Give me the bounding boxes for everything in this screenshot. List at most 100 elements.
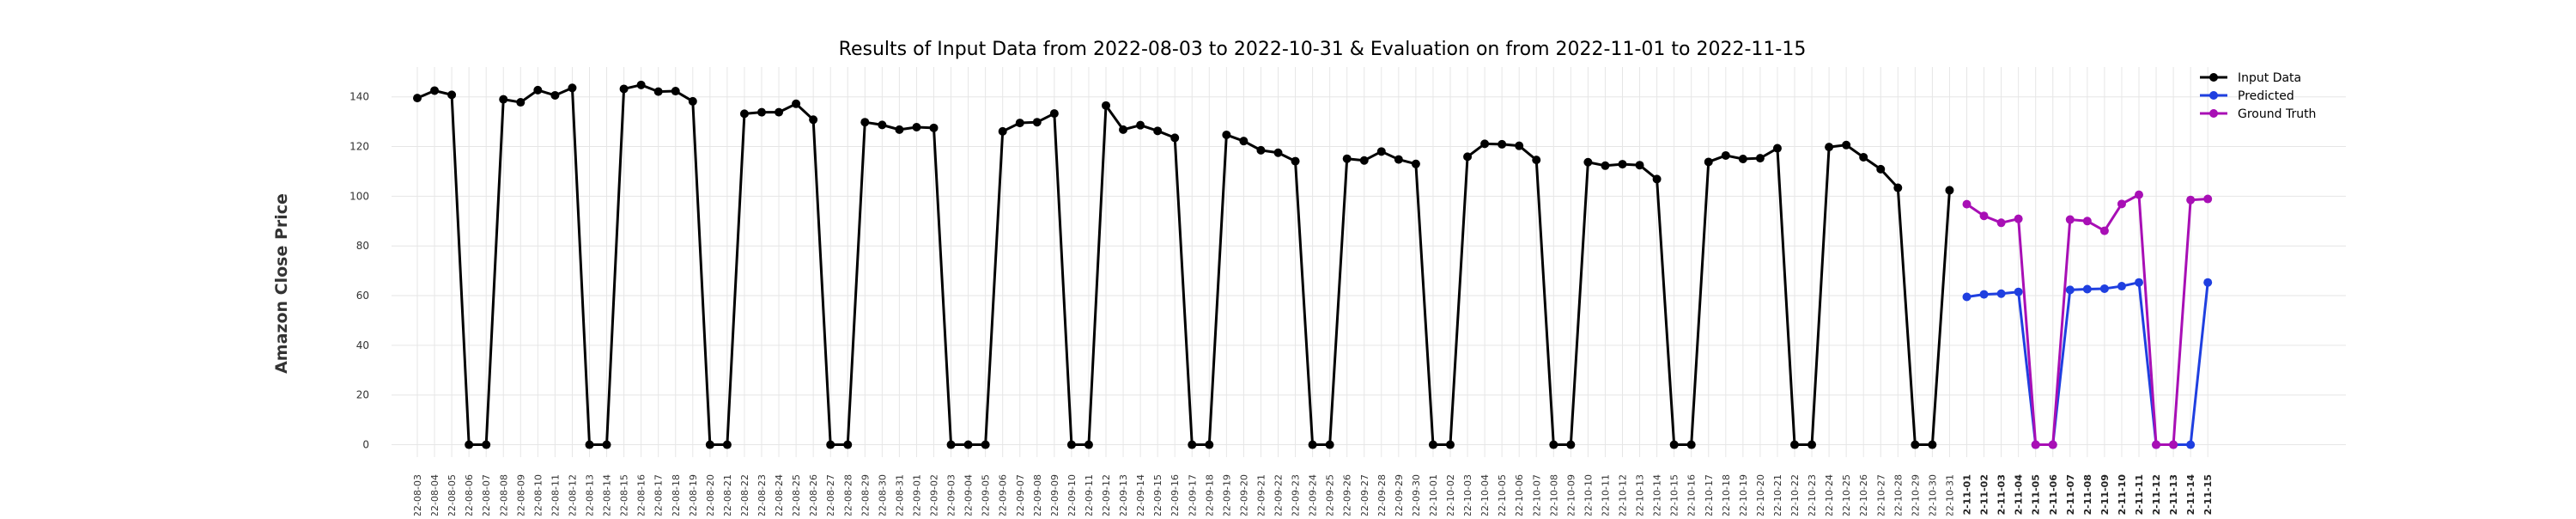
legend: Input Data Predicted Ground Truth xyxy=(2200,71,2316,121)
data-point-input-data xyxy=(465,440,474,449)
data-point-input-data xyxy=(1825,143,1834,152)
x-tick-label: 22-08-19 xyxy=(688,474,699,516)
data-point-input-data xyxy=(1032,118,1042,127)
data-point-predicted xyxy=(1962,292,1971,302)
x-tick-label: 22-08-10 xyxy=(532,474,544,516)
x-tick-label: 22-09-22 xyxy=(1273,474,1285,516)
data-point-ground-truth xyxy=(2031,440,2040,449)
data-point-input-data xyxy=(1721,150,1730,160)
x-tick-label: 22-09-25 xyxy=(1325,474,1336,516)
data-point-input-data xyxy=(912,122,921,131)
x-tick-label: 22-10-18 xyxy=(1721,474,1732,516)
x-tick-label: 22-08-26 xyxy=(808,474,819,516)
legend-marker xyxy=(2209,91,2218,100)
x-tick-label: 22-11-02 xyxy=(1979,474,1990,516)
data-point-input-data xyxy=(653,87,663,96)
x-tick-label: 22-08-20 xyxy=(705,474,716,516)
y-axis-label: Amazon Close Price xyxy=(272,193,291,374)
chart-title: Results of Input Data from 2022-08-03 to… xyxy=(839,39,1807,60)
data-point-ground-truth xyxy=(2065,215,2075,224)
x-tick-label: 22-11-12 xyxy=(2151,474,2162,516)
x-tick-label: 22-09-28 xyxy=(1376,474,1388,516)
data-point-input-data xyxy=(1893,183,1903,192)
data-point-input-data xyxy=(1119,125,1128,134)
data-point-input-data xyxy=(843,440,853,449)
x-tick-label: 22-10-08 xyxy=(1548,474,1559,516)
x-tick-label: 22-10-29 xyxy=(1910,474,1921,516)
x-tick-label: 22-11-06 xyxy=(2048,474,2059,516)
data-point-input-data xyxy=(757,107,766,117)
x-tick-label: 22-10-27 xyxy=(1875,474,1886,516)
data-point-input-data xyxy=(636,80,646,89)
x-tick-label: 22-10-22 xyxy=(1789,474,1801,516)
x-tick-label: 22-10-03 xyxy=(1462,474,1473,516)
x-tick-label: 22-09-29 xyxy=(1394,474,1405,516)
data-point-ground-truth xyxy=(2152,440,2161,449)
data-point-input-data xyxy=(1066,440,1076,449)
x-tick-label: 22-09-23 xyxy=(1291,474,1302,516)
data-point-input-data xyxy=(550,90,560,100)
legend-label: Predicted xyxy=(2238,89,2294,103)
legend-marker xyxy=(2209,109,2218,118)
data-point-input-data xyxy=(1463,152,1473,162)
data-point-input-data xyxy=(722,440,732,449)
x-tick-label: 22-10-11 xyxy=(1600,474,1611,516)
x-tick-label: 22-10-20 xyxy=(1755,474,1766,516)
x-tick-label: 22-09-14 xyxy=(1135,474,1146,516)
x-tick-label: 22-08-09 xyxy=(515,474,526,516)
data-point-ground-truth xyxy=(2082,217,2092,226)
x-tick-label: 22-11-08 xyxy=(2082,474,2093,516)
x-tick-label: 22-10-05 xyxy=(1497,474,1508,516)
y-tick-label: 40 xyxy=(356,339,369,351)
y-tick-label: 60 xyxy=(356,290,369,302)
series-input-data xyxy=(413,80,1954,449)
x-tick-label: 22-10-26 xyxy=(1858,474,1869,516)
x-tick-label: 22-10-15 xyxy=(1669,474,1680,516)
x-tick-label: 22-10-07 xyxy=(1531,474,1542,516)
series-group xyxy=(413,80,2213,449)
data-point-ground-truth xyxy=(2203,194,2213,204)
x-tick-label: 22-08-28 xyxy=(842,474,854,516)
data-point-input-data xyxy=(447,90,457,100)
y-tick-label: 0 xyxy=(362,439,369,451)
x-tick-label: 22-09-06 xyxy=(998,474,1009,516)
x-tick-label: 22-10-10 xyxy=(1583,474,1594,516)
data-point-ground-truth xyxy=(2099,226,2109,235)
data-point-input-data xyxy=(1704,157,1713,167)
data-point-input-data xyxy=(1188,440,1197,449)
data-point-input-data xyxy=(1273,148,1283,157)
x-tick-label: 22-09-10 xyxy=(1066,474,1078,516)
data-point-ground-truth xyxy=(2014,214,2023,223)
data-point-input-data xyxy=(946,440,956,449)
data-point-input-data xyxy=(860,118,870,127)
data-point-predicted xyxy=(2065,285,2075,295)
x-tick-label: 22-09-21 xyxy=(1255,474,1267,516)
x-tick-label: 22-09-09 xyxy=(1049,474,1060,516)
legend-label: Ground Truth xyxy=(2238,107,2316,121)
data-point-input-data xyxy=(929,123,939,132)
x-tick-label: 22-10-21 xyxy=(1772,474,1783,516)
legend-label: Input Data xyxy=(2238,71,2301,85)
x-tick-label: 22-09-04 xyxy=(963,474,975,516)
x-tick-label: 22-10-06 xyxy=(1514,474,1525,516)
data-point-input-data xyxy=(1222,130,1231,139)
x-tick-label: 22-11-01 xyxy=(1962,474,1973,516)
data-point-input-data xyxy=(1376,147,1386,156)
data-point-input-data xyxy=(568,83,577,93)
data-point-input-data xyxy=(1102,101,1110,110)
x-tick-label: 22-11-11 xyxy=(2134,474,2145,516)
data-point-input-data xyxy=(602,440,611,449)
x-tick-label: 22-11-14 xyxy=(2185,474,2196,516)
data-point-ground-truth xyxy=(2048,440,2057,449)
x-tick-label: 22-10-23 xyxy=(1807,474,1818,516)
data-point-input-data xyxy=(1291,156,1300,166)
data-point-input-data xyxy=(430,86,440,95)
data-point-ground-truth xyxy=(2186,195,2196,205)
data-point-input-data xyxy=(1308,440,1317,449)
x-tick-label: 22-09-08 xyxy=(1032,474,1043,516)
data-point-input-data xyxy=(688,96,697,106)
data-point-input-data xyxy=(1049,109,1059,119)
data-point-input-data xyxy=(1928,440,1937,449)
grid xyxy=(392,67,2346,457)
